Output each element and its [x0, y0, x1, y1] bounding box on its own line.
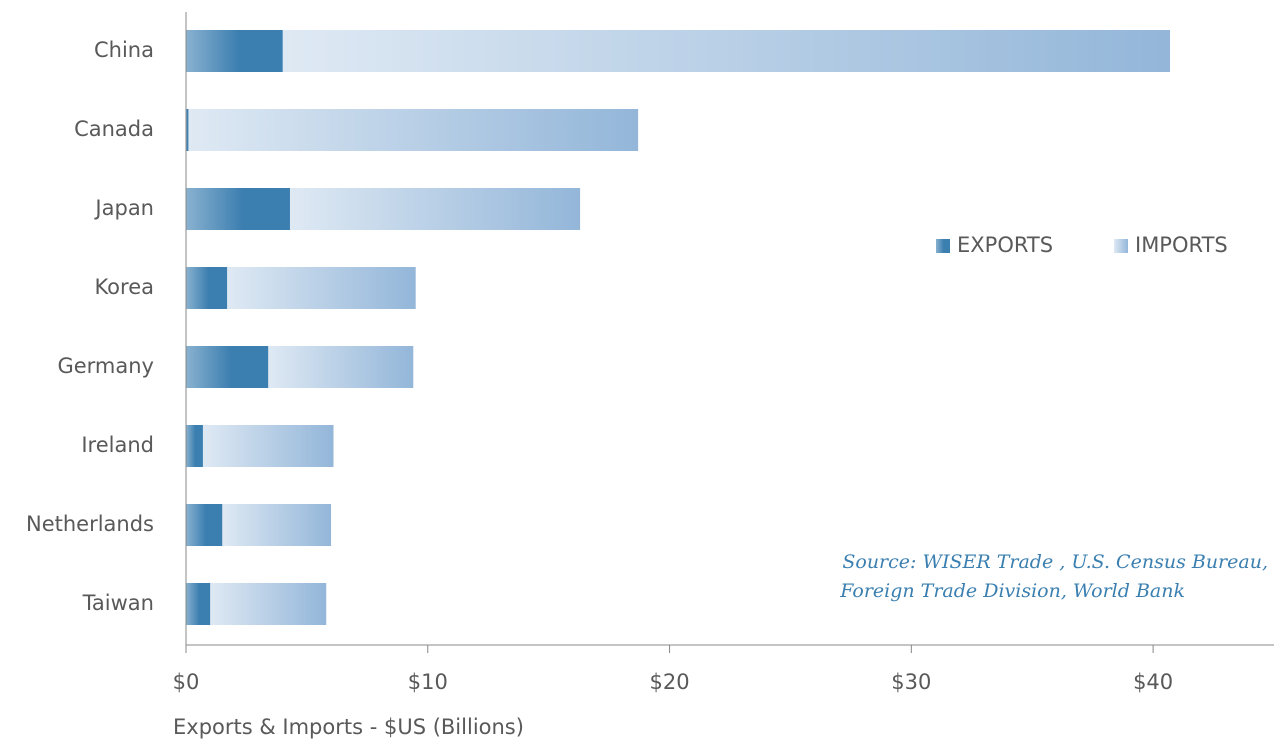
x-tick-label: $40 — [1133, 670, 1173, 694]
x-tick-label: $10 — [408, 670, 448, 694]
source-note: Source: WISER Trade , U.S. Census Bureau… — [842, 551, 1268, 573]
bar — [188, 109, 639, 151]
bar — [186, 425, 203, 467]
bar — [289, 188, 581, 230]
y-tick-label: Germany — [57, 354, 154, 378]
legend-label: EXPORTS — [957, 233, 1053, 257]
y-tick-label: Netherlands — [26, 512, 154, 536]
bar — [186, 30, 283, 72]
y-tick-label: Ireland — [81, 433, 154, 457]
y-tick-label: Taiwan — [82, 591, 154, 615]
bar — [222, 504, 332, 546]
legend-swatch — [936, 239, 950, 253]
bar — [282, 30, 1171, 72]
x-tick-label: $20 — [650, 670, 690, 694]
x-tick-label: $0 — [173, 670, 200, 694]
bar — [268, 346, 414, 388]
y-tick-label: China — [94, 38, 154, 62]
x-tick-label: $30 — [891, 670, 931, 694]
bar — [186, 504, 223, 546]
bar — [186, 109, 189, 151]
source-note: Foreign Trade Division, World Bank — [839, 580, 1185, 602]
y-tick-label: Canada — [74, 117, 154, 141]
bar — [186, 188, 290, 230]
y-tick-label: Korea — [94, 275, 154, 299]
bar — [186, 346, 269, 388]
bar — [186, 267, 228, 309]
legend-swatch — [1114, 239, 1128, 253]
legend-label: IMPORTS — [1135, 233, 1228, 257]
bar — [202, 425, 334, 467]
x-axis-label: Exports & Imports - $US (Billions) — [173, 715, 524, 739]
bar — [227, 267, 416, 309]
bar — [186, 583, 211, 625]
y-tick-label: Japan — [93, 196, 154, 220]
bar — [210, 583, 327, 625]
